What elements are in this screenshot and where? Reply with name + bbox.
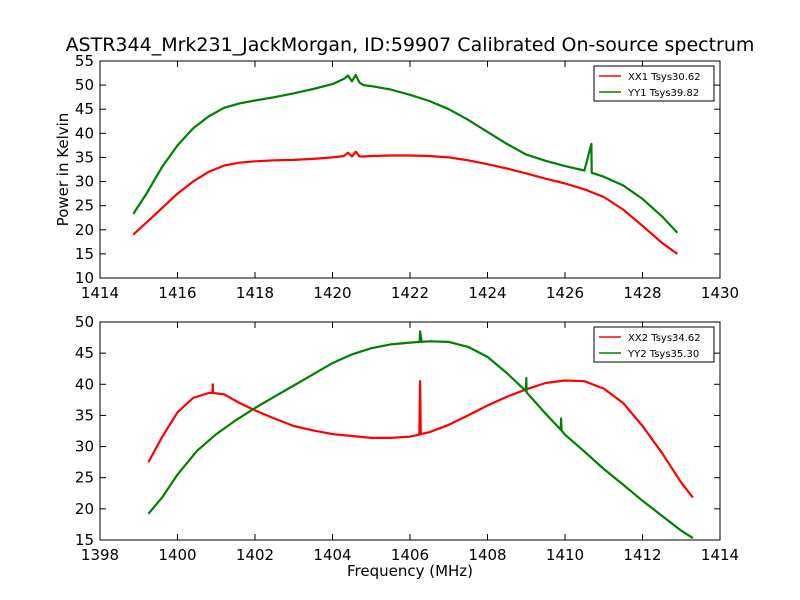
figure-title: ASTR344_Mrk231_JackMorgan, ID:59907 Cali… [65,34,755,56]
legend: XX2 Tsys34.62 YY2 Tsys35.30 [593,326,715,363]
x-tick-label: 1398 [81,546,119,564]
y-tick-label: 35 [75,148,94,166]
legend-box [593,326,715,363]
y-axis-label: Power in Kelvin [54,113,72,227]
y-tick-label: 40 [75,124,94,142]
x-axis-label: Frequency (MHz) [347,562,473,580]
x-tick-label: 1418 [236,284,274,302]
x-tick-label: 1412 [623,546,661,564]
x-tick-label: 1424 [468,284,506,302]
legend-label: XX1 Tsys30.62 [628,72,701,83]
x-tick-label: 1426 [546,284,584,302]
y-tick-label: 50 [75,313,94,331]
x-tick-label: 1422 [391,284,429,302]
x-tick-label: 1408 [468,546,506,564]
y-tick-label: 30 [75,173,94,191]
y-tick-label: 20 [75,221,94,239]
series-line-xx [132,150,679,255]
y-tick-label: 10 [75,269,94,287]
y-tick-label: 25 [75,197,94,215]
y-tick-label: 55 [75,52,94,70]
x-tick-label: 1406 [391,546,429,564]
x-tick-label: 1402 [236,546,274,564]
y-tick-label: 40 [75,375,94,393]
y-tick-label: 20 [75,500,94,518]
x-tick-label: 1410 [546,546,584,564]
x-tick-label: 1420 [313,284,351,302]
bottom-spectrum-panel: 1398 1400 1402 1404 1406 1408 1410 1412 1414 15 20… [75,313,739,580]
series-line-xx [147,379,694,499]
legend-box [593,65,715,102]
x-tick-label: 1430 [701,284,739,302]
y-tick-label: 30 [75,438,94,456]
legend-label: YY2 Tsys35.30 [627,349,699,360]
legend: XX1 Tsys30.62 YY1 Tsys39.82 [593,65,715,102]
y-tick-label: 50 [75,76,94,94]
y-tick-label: 45 [75,344,94,362]
y-tick-label: 15 [75,245,94,263]
x-tick-label: 1428 [623,284,661,302]
top-spectrum-panel: 1414 1416 1418 1420 1422 1424 1426 1428 1430 10 15… [54,52,739,302]
legend-label: YY1 Tsys39.82 [627,88,699,99]
x-tick-label: 1400 [158,546,196,564]
series-line-yy [147,330,694,540]
legend-label: XX2 Tsys34.62 [628,333,701,344]
x-tick-label: 1416 [158,284,196,302]
y-tick-label: 25 [75,469,94,487]
x-tick-label: 1414 [81,284,119,302]
series-line-yy [132,73,679,234]
x-tick-label: 1404 [313,546,351,564]
y-tick-label: 35 [75,406,94,424]
x-tick-label: 1414 [701,546,739,564]
y-tick-label: 15 [75,531,94,549]
y-tick-label: 45 [75,100,94,118]
